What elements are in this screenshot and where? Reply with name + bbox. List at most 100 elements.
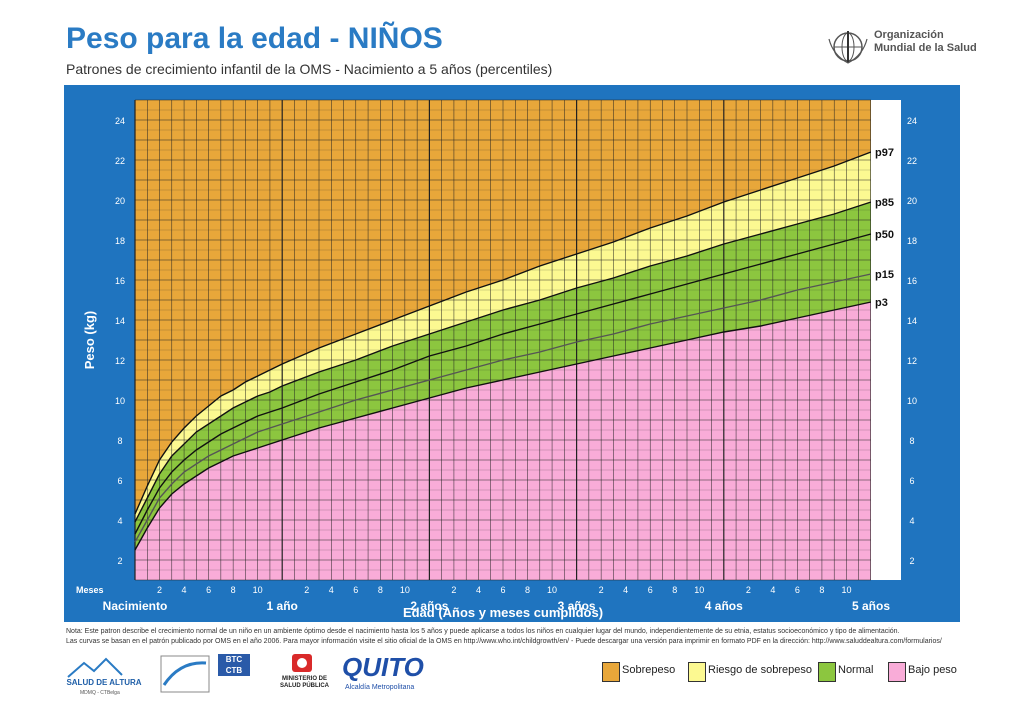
salud-altura-text: SALUD DE ALTURA	[66, 678, 141, 687]
month-tick-label: 6	[795, 585, 800, 595]
y-tick-left: 18	[115, 236, 125, 246]
y-tick-left: 10	[115, 396, 125, 406]
month-tick-label: 8	[231, 585, 236, 595]
page-title: Peso para la edad - NIÑOS	[66, 22, 443, 55]
legend-label-sobrepeso: Sobrepeso	[622, 664, 676, 676]
series-label-p15: p15	[875, 269, 894, 281]
y-tick-right: 20	[907, 196, 917, 206]
footnote: Nota: Este patron describe el crecimient…	[66, 627, 966, 647]
y-tick-left: 6	[117, 476, 122, 486]
ctb-text: CTB	[225, 666, 243, 675]
y-tick-left: 16	[115, 276, 125, 286]
month-tick-label: 4	[182, 585, 187, 595]
month-tick-label: 2	[304, 585, 309, 595]
y-tick-right: 16	[907, 276, 917, 286]
y-tick-right: 2	[909, 556, 914, 566]
year-label: 4 años	[705, 599, 743, 613]
y-tick-right: 10	[907, 396, 917, 406]
month-tick-label: 4	[623, 585, 628, 595]
month-tick-label: 4	[476, 585, 481, 595]
y-tick-left: 4	[117, 516, 122, 526]
ministerio-line2: SALUD PÚBLICA	[280, 683, 329, 689]
y-tick-right: 22	[907, 156, 917, 166]
series-label-p3: p3	[875, 297, 888, 309]
month-tick-label: 10	[547, 585, 557, 595]
y-tick-right: 4	[909, 516, 914, 526]
org-line2: Mundial de la Salud	[874, 42, 977, 54]
y-tick-right: 24	[907, 116, 917, 126]
month-tick-label: 2	[599, 585, 604, 595]
who-emblem-icon	[828, 31, 868, 64]
month-tick-label: 6	[648, 585, 653, 595]
y-axis-label: Peso (kg)	[82, 311, 97, 370]
month-tick-label: 10	[400, 585, 410, 595]
x-unit-label: Meses	[76, 585, 104, 595]
month-tick-label: 10	[841, 585, 851, 595]
ministerio-emblem-icon	[292, 654, 312, 672]
legend-swatch-sobrepeso	[602, 662, 620, 682]
series-line-p15	[134, 273, 872, 543]
month-tick-label: 2	[157, 585, 162, 595]
legend-swatch-bajo-peso	[888, 662, 906, 682]
year-label: 3 años	[558, 599, 596, 613]
quito-logo: QUITO	[342, 652, 424, 682]
quito-sub: Alcaldía Metropolitana	[345, 684, 415, 691]
month-tick-label: 4	[770, 585, 775, 595]
y-tick-right: 12	[907, 356, 917, 366]
year-label: 2 años	[410, 599, 448, 613]
legend-label-riesgo: Riesgo de sobrepeso	[708, 664, 812, 676]
y-tick-left: 22	[115, 156, 125, 166]
month-tick-label: 2	[746, 585, 751, 595]
year-label: 5 años	[852, 599, 890, 613]
y-tick-right: 8	[909, 436, 914, 446]
y-tick-right: 6	[909, 476, 914, 486]
y-tick-left: 12	[115, 356, 125, 366]
month-tick-label: 6	[353, 585, 358, 595]
month-tick-label: 8	[525, 585, 530, 595]
y-tick-left: 24	[115, 116, 125, 126]
who-org-name: Organización Mundial de la Salud	[874, 29, 977, 55]
y-tick-right: 14	[907, 316, 917, 326]
month-tick-label: 10	[253, 585, 263, 595]
y-tick-left: 20	[115, 196, 125, 206]
org-line1: Organización	[874, 29, 944, 41]
series-line-p3	[134, 301, 872, 551]
page-subtitle: Patrones de crecimiento infantil de la O…	[66, 61, 553, 77]
series-label-p85: p85	[875, 197, 894, 209]
note-line1: Nota: Este patron describe el crecimient…	[66, 628, 900, 635]
cooperation-logo	[160, 655, 210, 693]
month-tick-label: 4	[329, 585, 334, 595]
percentile-label-column	[871, 100, 901, 580]
legend-swatch-riesgo	[688, 662, 706, 682]
legend-label-normal: Normal	[838, 664, 874, 676]
legend-label-bajo-peso: Bajo peso	[908, 664, 957, 676]
series-label-p97: p97	[875, 147, 894, 159]
note-line2: Las curvas se basan en el patrón publica…	[66, 638, 942, 645]
series-line-p97	[134, 151, 872, 515]
x-axis-label: Edad (Años y meses cumplidos)	[403, 605, 603, 620]
y-tick-left: 14	[115, 316, 125, 326]
month-tick-label: 6	[206, 585, 211, 595]
ministerio-line1: MINISTERIO DE	[281, 676, 327, 682]
month-tick-label: 10	[694, 585, 704, 595]
month-tick-label: 8	[378, 585, 383, 595]
series-label-p50: p50	[875, 229, 894, 241]
year-label: Nacimiento	[103, 599, 168, 613]
y-tick-right: 18	[907, 236, 917, 246]
btc-text: BTC	[225, 655, 243, 664]
month-tick-label: 2	[451, 585, 456, 595]
y-tick-left: 8	[117, 436, 122, 446]
btc-ctb-logo: BTC CTB	[218, 654, 250, 676]
legend-swatch-normal	[818, 662, 836, 682]
salud-de-altura-logo: SALUD DE ALTURA	[66, 657, 142, 687]
series-line-p50	[134, 233, 872, 535]
month-tick-label: 6	[500, 585, 505, 595]
month-tick-label: 8	[819, 585, 824, 595]
month-tick-label: 8	[672, 585, 677, 595]
series-line-p85	[134, 201, 872, 523]
salud-altura-sub: MDMQ - CTBelga	[80, 690, 120, 696]
year-label: 1 año	[267, 599, 298, 613]
ministerio-text: MINISTERIO DE SALUD PÚBLICA	[280, 676, 329, 690]
y-tick-left: 2	[117, 556, 122, 566]
